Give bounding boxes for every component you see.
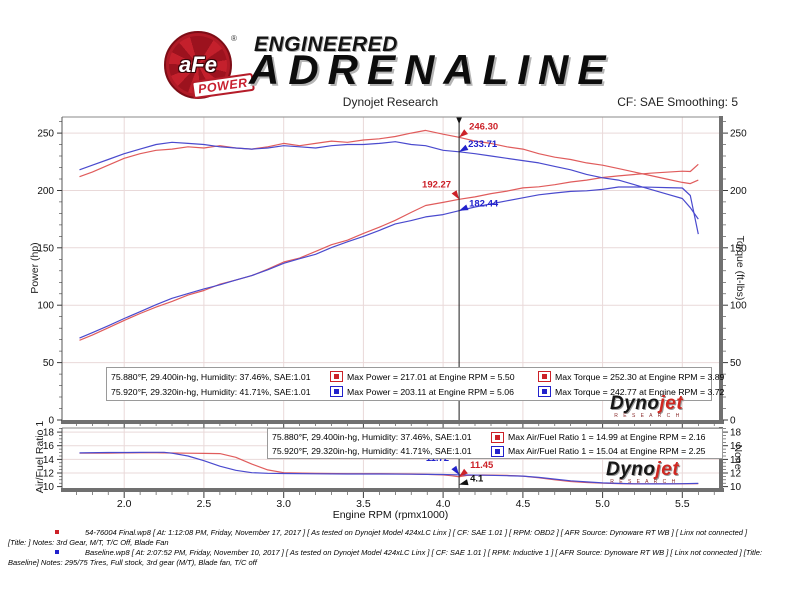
run2-bullet	[55, 550, 59, 554]
afr-run1-conditions: 75.880°F, 29.400in-hg, Humidity: 37.46%,…	[272, 432, 472, 442]
svg-text:16: 16	[730, 441, 742, 452]
svg-text:100: 100	[730, 301, 747, 312]
afr-run2-conditions: 75.920°F, 29.320in-hg, Humidity: 41.71%,…	[272, 446, 472, 456]
afr-legend-row-run2: 75.920°F, 29.320in-hg, Humidity: 41.71%,…	[272, 444, 718, 458]
tagline-engineered: ENGINEERED	[254, 33, 398, 56]
svg-text:150: 150	[37, 243, 54, 254]
svg-text:4.0: 4.0	[436, 498, 451, 510]
svg-text:4.5: 4.5	[516, 498, 531, 510]
svg-text:14: 14	[730, 455, 742, 466]
afr-run1-swatch	[491, 431, 504, 443]
legend-row-run1: 75.880°F, 29.400in-hg, Humidity: 37.46%,…	[111, 369, 724, 384]
svg-text:10: 10	[730, 482, 742, 493]
svg-text:18: 18	[730, 428, 742, 439]
run1-power-swatch	[330, 371, 343, 382]
main-chart-legend: 75.880°F, 29.400in-hg, Humidity: 37.46%,…	[106, 367, 724, 401]
svg-text:16: 16	[43, 441, 55, 452]
svg-text:14: 14	[43, 455, 55, 466]
svg-text:200: 200	[37, 186, 54, 197]
run2-info-line1: Baseline.wp8 [ At: 2:07:52 PM, Friday, N…	[85, 548, 763, 557]
afr-axis-label: Air/Fuel Ratio 1	[34, 420, 46, 494]
svg-text:4.1: 4.1	[470, 474, 484, 485]
svg-text:0: 0	[730, 416, 736, 427]
svg-text:250: 250	[730, 129, 747, 140]
run1-info: 54-76004 Final.wp8 [ At: 1:12:08 PM, Fri…	[8, 528, 794, 547]
svg-text:150: 150	[730, 243, 747, 254]
svg-text:3.0: 3.0	[276, 498, 291, 510]
afr-legend-row-run1: 75.880°F, 29.400in-hg, Humidity: 37.46%,…	[272, 430, 718, 444]
tagline-adrenaline: ADRENALINE	[249, 46, 615, 93]
right-none-axis-label: None	[732, 444, 744, 470]
run1-max-torque: Max Torque = 252.30 at Engine RPM = 3.89	[555, 371, 725, 382]
run1-info-line1: 54-76004 Final.wp8 [ At: 1:12:08 PM, Fri…	[85, 528, 748, 537]
afe-logo-text: aFe	[179, 52, 217, 77]
svg-text:12: 12	[730, 469, 742, 480]
torque-axis-label: Torque (ft-lbs)	[734, 235, 746, 301]
svg-text:200: 200	[730, 186, 747, 197]
run1-torque-swatch	[538, 371, 551, 382]
afr-run2-max: Max Air/Fuel Ratio 1 = 15.04 at Engine R…	[508, 446, 706, 456]
svg-text:12: 12	[43, 469, 55, 480]
svg-text:11.45: 11.45	[470, 460, 494, 471]
run2-max-power: Max Power = 203.11 at Engine RPM = 5.06	[347, 386, 514, 397]
svg-text:Engine RPM (rpmx1000): Engine RPM (rpmx1000)	[333, 509, 449, 521]
afr-run1-max: Max Air/Fuel Ratio 1 = 14.99 at Engine R…	[508, 432, 706, 442]
power-axis-label: Power (hp)	[29, 242, 41, 294]
afe-power-badge-text: POWER	[197, 75, 249, 97]
run1-bullet	[55, 530, 59, 534]
svg-text:5.5: 5.5	[675, 498, 690, 510]
svg-text:192.27: 192.27	[422, 179, 451, 190]
svg-text:250: 250	[37, 129, 54, 140]
run2-max-torque: Max Torque = 242.77 at Engine RPM = 3.72	[555, 386, 725, 397]
run2-torque-swatch	[538, 386, 551, 397]
afr-chart-legend: 75.880°F, 29.400in-hg, Humidity: 37.46%,…	[267, 428, 723, 459]
run2-conditions: 75.920°F, 29.320in-hg, Humidity: 41.71%,…	[111, 386, 311, 397]
run2-info-line2: Baseline] Notes: 295/75 Tires, Full stoc…	[8, 557, 257, 567]
svg-text:0: 0	[48, 416, 54, 427]
afr-run2-swatch	[491, 445, 504, 457]
run2-info: Baseline.wp8 [ At: 2:07:52 PM, Friday, N…	[8, 548, 794, 567]
run2-power-swatch	[330, 386, 343, 397]
smoothing-setting-label: CF: SAE Smoothing: 5	[617, 95, 738, 109]
svg-text:233.71: 233.71	[468, 139, 498, 150]
svg-text:246.30: 246.30	[469, 121, 498, 132]
svg-text:50: 50	[43, 358, 55, 369]
report-title: Dynojet Research	[342, 95, 439, 109]
run1-max-power: Max Power = 217.01 at Engine RPM = 5.50	[347, 371, 515, 382]
dynojet-watermark-afr: Dynojet R E S E A R C H	[606, 459, 680, 485]
svg-text:2.5: 2.5	[197, 498, 212, 510]
legend-row-run2: 75.920°F, 29.320in-hg, Humidity: 41.71%,…	[111, 384, 724, 399]
svg-text:10: 10	[43, 482, 55, 493]
svg-text:3.5: 3.5	[356, 498, 371, 510]
dynojet-watermark-main: Dynojet R E S E A R C H	[610, 393, 684, 419]
svg-text:18: 18	[43, 428, 55, 439]
run-info-footer: 54-76004 Final.wp8 [ At: 1:12:08 PM, Fri…	[8, 528, 794, 568]
svg-text:2.0: 2.0	[117, 498, 132, 510]
registered-mark: ®	[231, 34, 237, 43]
run1-info-line2: [Title: ] Notes: 3rd Gear, M/T, T/C Off,…	[8, 537, 169, 547]
svg-text:5.0: 5.0	[595, 498, 610, 510]
svg-text:100: 100	[37, 301, 54, 312]
svg-text:50: 50	[730, 358, 742, 369]
run1-conditions: 75.880°F, 29.400in-hg, Humidity: 37.46%,…	[111, 371, 311, 382]
svg-text:182.44: 182.44	[469, 199, 499, 210]
